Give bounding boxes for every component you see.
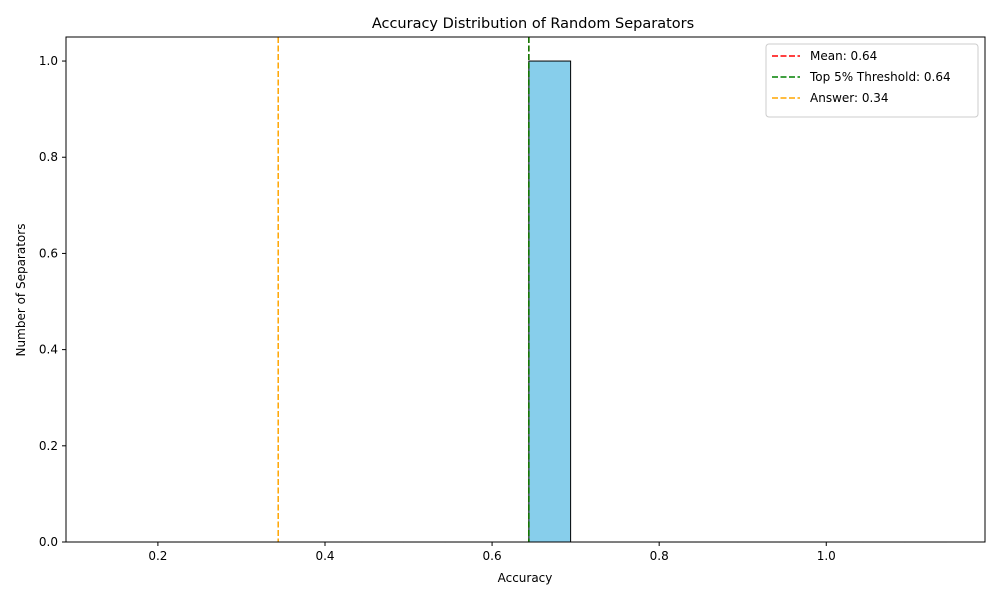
plot-frame bbox=[65, 36, 986, 543]
y-tick-label: 0.2 bbox=[39, 439, 58, 453]
legend-label: Answer: 0.34 bbox=[810, 91, 889, 105]
y-tick-label: 0.0 bbox=[39, 535, 58, 549]
y-tick-label: 1.0 bbox=[39, 54, 58, 68]
histogram-bar bbox=[528, 60, 572, 543]
x-tick-label: 0.2 bbox=[148, 549, 167, 563]
x-tick-label: 0.6 bbox=[483, 549, 502, 563]
legend-label: Top 5% Threshold: 0.64 bbox=[809, 70, 951, 84]
ticks-layer: 0.2 0.4 0.6 0.8 1.0 0.0 0.2 0.4 0.6 0.8 1.0 bbox=[39, 54, 836, 563]
y-tick-label: 0.4 bbox=[39, 343, 58, 357]
legend-label: Mean: 0.64 bbox=[810, 49, 877, 63]
legend-box bbox=[765, 43, 979, 118]
x-tick-label: 0.4 bbox=[315, 549, 334, 563]
reference-lines-layer bbox=[277, 37, 530, 542]
x-tick-label: 0.8 bbox=[650, 549, 669, 563]
x-axis-title: Accuracy bbox=[498, 571, 553, 585]
y-tick-label: 0.8 bbox=[39, 150, 58, 164]
y-axis-title: Number of Separators bbox=[14, 224, 28, 357]
chart-title: Accuracy Distribution of Random Separato… bbox=[372, 16, 694, 32]
y-tick-label: 0.6 bbox=[39, 246, 58, 260]
legend: Mean: 0.64 Top 5% Threshold: 0.64 Answer: … bbox=[765, 43, 979, 118]
x-tick-label: 1.0 bbox=[817, 549, 836, 563]
